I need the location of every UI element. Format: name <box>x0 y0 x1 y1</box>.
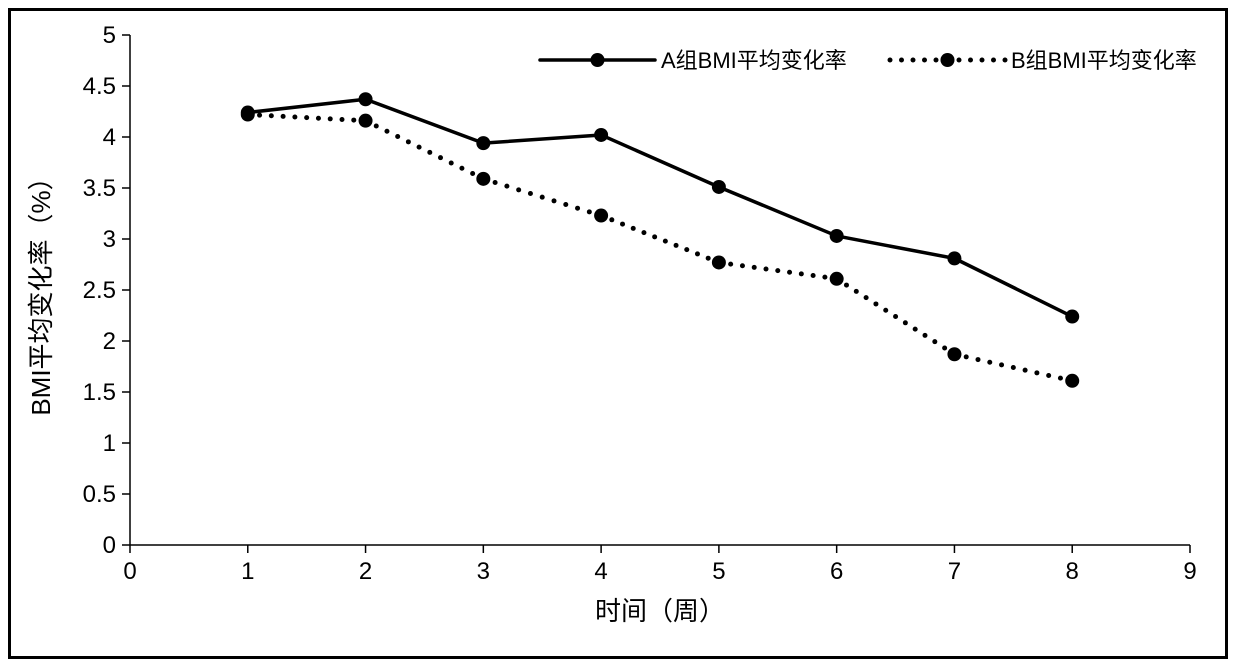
svg-text:0: 0 <box>103 532 116 559</box>
y-axis-label: BMI平均变化率（%） <box>26 164 56 415</box>
svg-text:3: 3 <box>103 226 116 253</box>
svg-text:2: 2 <box>103 328 116 355</box>
svg-text:1: 1 <box>103 430 116 457</box>
svg-text:4: 4 <box>103 124 116 151</box>
svg-text:4.5: 4.5 <box>83 73 116 100</box>
legend-label-a: A组BMI平均变化率 <box>661 48 847 73</box>
svg-text:5: 5 <box>103 22 116 49</box>
legend-label-b: B组BMI平均变化率 <box>1011 48 1197 73</box>
svg-text:2.5: 2.5 <box>83 277 116 304</box>
svg-text:7: 7 <box>948 558 961 585</box>
svg-text:4: 4 <box>594 558 607 585</box>
svg-text:3.5: 3.5 <box>83 175 116 202</box>
svg-text:2: 2 <box>359 558 372 585</box>
chart-svg: 0 0.5 1 1.5 2 2.5 3 3.5 4 4.5 5 0 1 2 3 4 5 6 7 8 9 A组BMI平均变… <box>0 0 1240 671</box>
svg-text:8: 8 <box>1066 558 1079 585</box>
svg-text:9: 9 <box>1183 558 1196 585</box>
svg-text:6: 6 <box>830 558 843 585</box>
x-axis-label: 时间（周） <box>595 596 725 626</box>
svg-text:5: 5 <box>712 558 725 585</box>
legend: A组BMI平均变化率 B组BMI平均变化率 <box>540 48 1197 73</box>
svg-text:1: 1 <box>241 558 254 585</box>
svg-text:0.5: 0.5 <box>83 481 116 508</box>
svg-text:1.5: 1.5 <box>83 379 116 406</box>
series-b <box>241 108 1079 388</box>
svg-text:0: 0 <box>123 558 136 585</box>
svg-text:3: 3 <box>477 558 490 585</box>
